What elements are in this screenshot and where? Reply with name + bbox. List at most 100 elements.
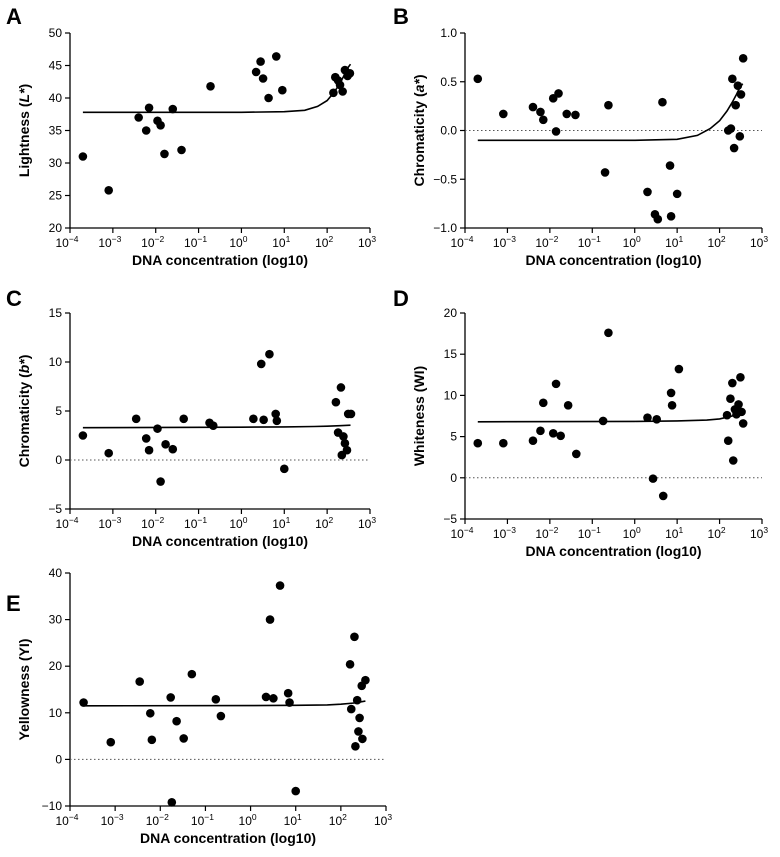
y-axis-title: Chromaticity (a*) xyxy=(411,74,427,186)
y-tick-label: 45 xyxy=(49,59,63,73)
y-axis-title-suffix: ) xyxy=(411,74,427,79)
x-tick-label: 10−3 xyxy=(101,812,124,828)
y-tick-label: 5 xyxy=(55,404,62,418)
x-tick-label: 10−2 xyxy=(146,812,169,828)
y-tick-label: 20 xyxy=(49,221,63,235)
data-point xyxy=(571,110,580,120)
x-tick-label: 102 xyxy=(315,234,333,250)
data-point xyxy=(738,54,748,63)
data-point xyxy=(141,126,151,135)
data-point xyxy=(736,90,746,99)
data-point xyxy=(342,445,352,455)
data-point xyxy=(167,797,177,807)
data-point xyxy=(336,383,346,392)
data-point xyxy=(144,445,154,455)
y-axis-title: Lightness (L*) xyxy=(16,84,32,177)
x-tick-label: 100 xyxy=(239,812,257,828)
data-point xyxy=(271,52,281,61)
y-axis-title-variable: b* xyxy=(16,359,32,374)
x-axis-title: DNA concentration (log10) xyxy=(132,252,308,268)
data-point xyxy=(216,711,226,721)
data-point xyxy=(78,431,88,440)
x-tick-label: 101 xyxy=(665,234,683,250)
y-tick-label: −5 xyxy=(48,502,62,516)
y-tick-label: 20 xyxy=(49,659,63,673)
fit-curve xyxy=(83,700,366,707)
data-point xyxy=(161,440,170,449)
data-point xyxy=(728,456,738,465)
fit-curve xyxy=(82,63,352,114)
x-tick-label: 103 xyxy=(750,234,768,250)
x-tick-label: 10−1 xyxy=(578,234,601,250)
fit-curve xyxy=(477,409,744,423)
data-point xyxy=(499,109,508,119)
data-point xyxy=(104,186,114,195)
x-tick-label: 102 xyxy=(315,515,333,531)
x-tick-label: 100 xyxy=(623,234,641,250)
data-point xyxy=(665,161,675,170)
x-tick-label: 10−3 xyxy=(493,525,516,541)
data-point xyxy=(144,103,154,113)
data-point xyxy=(358,734,367,744)
y-axis-title-text: Chromaticity ( xyxy=(411,92,427,186)
data-point xyxy=(731,100,741,110)
y-tick-label: −10 xyxy=(42,799,63,813)
data-point xyxy=(551,379,561,389)
data-point xyxy=(156,121,165,130)
data-point xyxy=(473,438,483,448)
x-tick-label: 10−4 xyxy=(55,515,78,531)
panel-letter: B xyxy=(393,4,409,29)
data-point xyxy=(168,104,178,114)
y-tick-label: 40 xyxy=(49,566,63,580)
data-point xyxy=(135,677,145,686)
data-point xyxy=(329,88,338,98)
y-axis-title-text: Whiteness (WI) xyxy=(411,366,427,466)
data-point xyxy=(145,708,155,718)
x-tick-label: 101 xyxy=(284,812,302,828)
data-point xyxy=(361,675,370,685)
x-tick-label: 101 xyxy=(272,234,290,250)
data-point xyxy=(726,394,735,403)
panel-letter: C xyxy=(6,286,22,311)
y-axis-title-suffix: ) xyxy=(16,355,32,360)
y-tick-label: 10 xyxy=(444,388,458,402)
y-axis-title-text: Chromaticity ( xyxy=(16,373,32,467)
y-axis-title-text: Yellowness (YI) xyxy=(16,639,32,741)
data-point xyxy=(104,448,114,458)
x-tick-label: 100 xyxy=(229,515,247,531)
panel-b: B −1.0 −0.5 0.0 0.5 1.0 10−4 10−3 10−2 10−1 100 101… xyxy=(393,4,768,268)
x-tick-label: 102 xyxy=(708,525,726,541)
x-tick-label: 10−3 xyxy=(98,515,121,531)
panel-d: D −5 0 5 10 15 20 10−4 10−3 10−2 10−1 100 101 102 103 D… xyxy=(393,286,768,559)
data-point xyxy=(604,100,613,110)
data-point xyxy=(604,328,613,338)
data-point xyxy=(352,695,362,705)
data-point xyxy=(538,115,548,125)
data-point xyxy=(264,93,273,103)
y-tick-label: 40 xyxy=(49,91,63,105)
data-point xyxy=(265,349,274,359)
x-tick-label: 10−2 xyxy=(535,525,558,541)
y-tick-label: 35 xyxy=(49,124,63,138)
data-point xyxy=(350,632,359,642)
y-tick-label: 15 xyxy=(49,306,63,320)
data-point xyxy=(528,436,538,446)
y-tick-label: −1.0 xyxy=(433,221,457,235)
y-axis-title-variable: L* xyxy=(16,88,32,103)
data-point xyxy=(78,152,88,161)
y-axis-title: Chromaticity (b*) xyxy=(16,355,32,468)
data-point xyxy=(106,737,116,747)
data-point xyxy=(598,416,608,426)
data-point xyxy=(147,735,157,745)
fit-curve xyxy=(82,424,351,429)
x-tick-label: 10−1 xyxy=(578,525,601,541)
data-point xyxy=(141,434,151,443)
data-point xyxy=(722,410,732,420)
data-point xyxy=(345,660,355,669)
data-point xyxy=(285,698,294,707)
data-point xyxy=(279,464,289,474)
x-tick-label: 103 xyxy=(358,234,376,250)
y-tick-label: 0.0 xyxy=(440,124,457,138)
data-point xyxy=(272,416,282,426)
data-point xyxy=(536,426,545,436)
